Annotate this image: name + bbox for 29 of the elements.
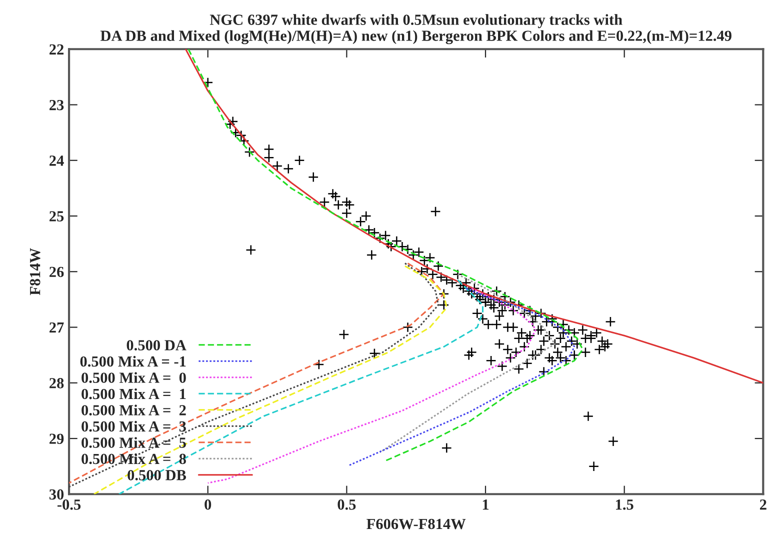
x-tick-label: 1: [482, 500, 489, 510]
legend-label: 0.500 Mix A = 0: [82, 372, 186, 383]
x-tick-label: 0: [204, 499, 212, 510]
y-tick-label: 25: [50, 211, 64, 222]
legend-label: 0.500 DA: [126, 340, 186, 350]
y-tick-label: 29: [50, 434, 64, 444]
legend-label: 0.500 Mix A = -1: [80, 356, 186, 367]
y-tick-label: 24: [50, 156, 64, 166]
line-series: [188, 49, 584, 462]
y-tick-label: 27: [50, 322, 64, 333]
y-tick-label: 30: [49, 489, 64, 500]
line-series: [184, 49, 764, 384]
x-tick-label: -0.5: [57, 499, 81, 510]
line-series: [207, 288, 536, 484]
line-series: [118, 279, 484, 494]
legend-label: 0.500 Mix A = 1: [82, 388, 186, 400]
line-series: [379, 274, 556, 454]
x-tick-label: 2: [760, 499, 766, 510]
line-series: [348, 288, 576, 466]
chart-title: NGC 6397 white dwarfs with 0.5Msun evolutionary tracks with DA DB and Mixed (logM(He)/M(H)=A) new (n1) Bergeron BPK Colors and E=0.22,(m-M)=12.49: [100, 14, 732, 44]
x-tick-label: 1.5: [616, 500, 634, 510]
x-axis-title: F606W-F814W: [366, 518, 466, 530]
y-tick-label: 23: [50, 100, 64, 110]
legend-label: 0.500 Mix A = 2: [82, 404, 186, 416]
y-tick-label: 26: [50, 266, 64, 278]
y-tick-label: 28: [50, 378, 64, 388]
x-tick-label: 0.5: [338, 499, 356, 510]
y-axis-title: F814W: [30, 248, 40, 296]
y-tick-label: 22: [50, 44, 64, 54]
